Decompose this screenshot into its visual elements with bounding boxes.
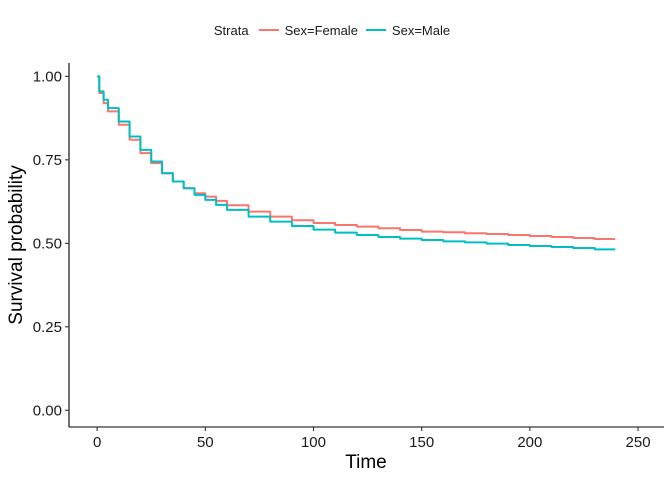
x-tick-label: 150 <box>409 434 434 451</box>
legend-key-male <box>365 29 386 31</box>
x-tick-label: 50 <box>197 434 214 451</box>
x-tick-label: 250 <box>626 434 651 451</box>
legend-title: Strata <box>213 22 249 38</box>
legend-item-female: Sex=Female <box>258 22 358 38</box>
legend-key-female <box>258 29 279 31</box>
y-tick-label: 0.00 <box>33 402 62 419</box>
legend-item-male: Sex=Male <box>365 22 451 38</box>
x-tick-label: 200 <box>517 434 542 451</box>
y-tick-label: 0.75 <box>33 152 62 169</box>
legend-label-male: Sex=Male <box>391 22 451 38</box>
y-tick-label: 0.50 <box>33 235 62 252</box>
x-tick-label: 100 <box>301 434 326 451</box>
series-line-male <box>97 75 616 251</box>
y-axis-label: Survival probability <box>6 165 27 325</box>
legend-label-female: Sex=Female <box>284 22 358 38</box>
y-tick-label: 0.25 <box>33 319 62 336</box>
series-line-female <box>97 75 616 240</box>
x-axis-label: Time <box>345 452 387 473</box>
x-tick-label: 0 <box>93 434 101 451</box>
y-tick-label: 1.00 <box>33 68 62 85</box>
legend: Strata Sex=Female Sex=Male <box>0 19 672 41</box>
